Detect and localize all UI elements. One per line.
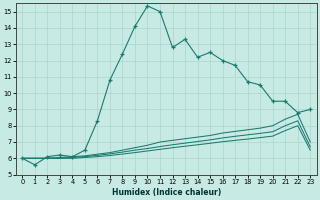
X-axis label: Humidex (Indice chaleur): Humidex (Indice chaleur) — [112, 188, 221, 197]
